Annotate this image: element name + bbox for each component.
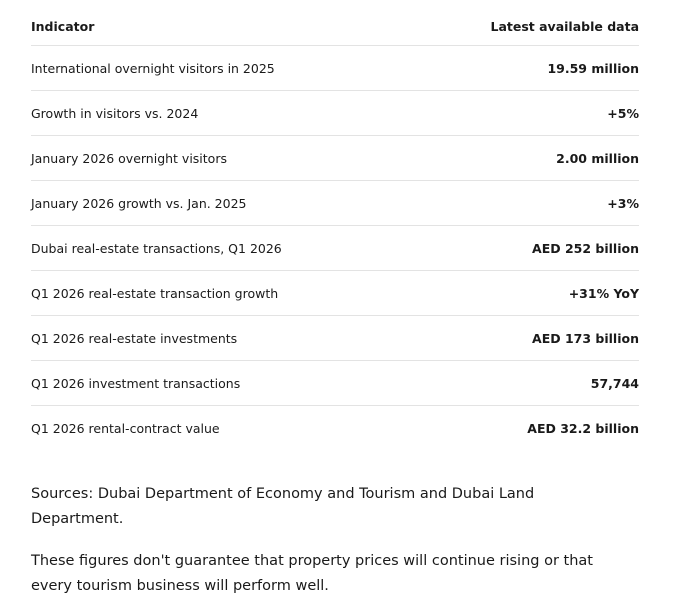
indicator-cell: January 2026 overnight visitors xyxy=(31,150,227,166)
table-row: Q1 2026 real-estate transaction growth +3… xyxy=(31,271,639,316)
indicator-cell: Q1 2026 real-estate investments xyxy=(31,330,238,346)
table-row: International overnight visitors in 2025… xyxy=(31,46,639,91)
header-cell: Latest available data xyxy=(490,18,640,34)
indicator-cell: Q1 2026 investment transactions xyxy=(31,375,241,391)
value-cell: +31% YoY xyxy=(568,285,639,301)
value-cell: AED 32.2 billion xyxy=(527,420,639,436)
value-cell: +3% xyxy=(607,195,639,211)
notes: Sources: Dubai Department of Economy and… xyxy=(31,482,631,616)
table-body: International overnight visitors in 2025… xyxy=(31,46,639,451)
value-cell: 57,744 xyxy=(590,375,639,391)
table-row: Growth in visitors vs. 2024 +5% xyxy=(31,91,639,136)
value-cell: AED 173 billion xyxy=(532,330,639,346)
table-row: January 2026 overnight visitors 2.00 mill… xyxy=(31,136,639,181)
indicator-cell: Dubai real-estate transactions, Q1 2026 xyxy=(31,240,282,256)
value-cell: +5% xyxy=(607,105,639,121)
indicator-cell: Q1 2026 rental-contract value xyxy=(31,420,220,436)
indicator-cell: International overnight visitors in 2025 xyxy=(31,60,275,76)
table-row: January 2026 growth vs. Jan. 2025 +3% xyxy=(31,181,639,226)
table-row: Q1 2026 investment transactions 57,744 xyxy=(31,361,639,406)
page: Indicator Latest available data Internat… xyxy=(31,7,639,594)
disclaimer-note: These figures don't guarantee that prope… xyxy=(31,553,593,594)
indicator-cell: Q1 2026 real-estate transaction growth xyxy=(31,285,279,301)
value-cell: AED 252 billion xyxy=(532,240,639,256)
header-row: Indicator Latest available data xyxy=(31,7,639,46)
table-row: Dubai real-estate transactions, Q1 2026 A… xyxy=(31,226,639,271)
header-cell: Indicator xyxy=(31,18,95,34)
value-cell: 19.59 million xyxy=(547,60,639,76)
value-cell: 2.00 million xyxy=(556,150,639,166)
table-row: Q1 2026 rental-contract value AED 32.2 bi… xyxy=(31,406,639,451)
table-row: Q1 2026 real-estate investments AED 173 b… xyxy=(31,316,639,361)
table-header: Indicator Latest available data xyxy=(31,7,639,46)
sources-note: Sources: Dubai Department of Economy and… xyxy=(31,486,535,527)
indicator-cell: Growth in visitors vs. 2024 xyxy=(31,105,199,121)
data-table: Indicator Latest available data Internat… xyxy=(31,7,639,450)
indicator-cell: January 2026 growth vs. Jan. 2025 xyxy=(31,195,247,211)
